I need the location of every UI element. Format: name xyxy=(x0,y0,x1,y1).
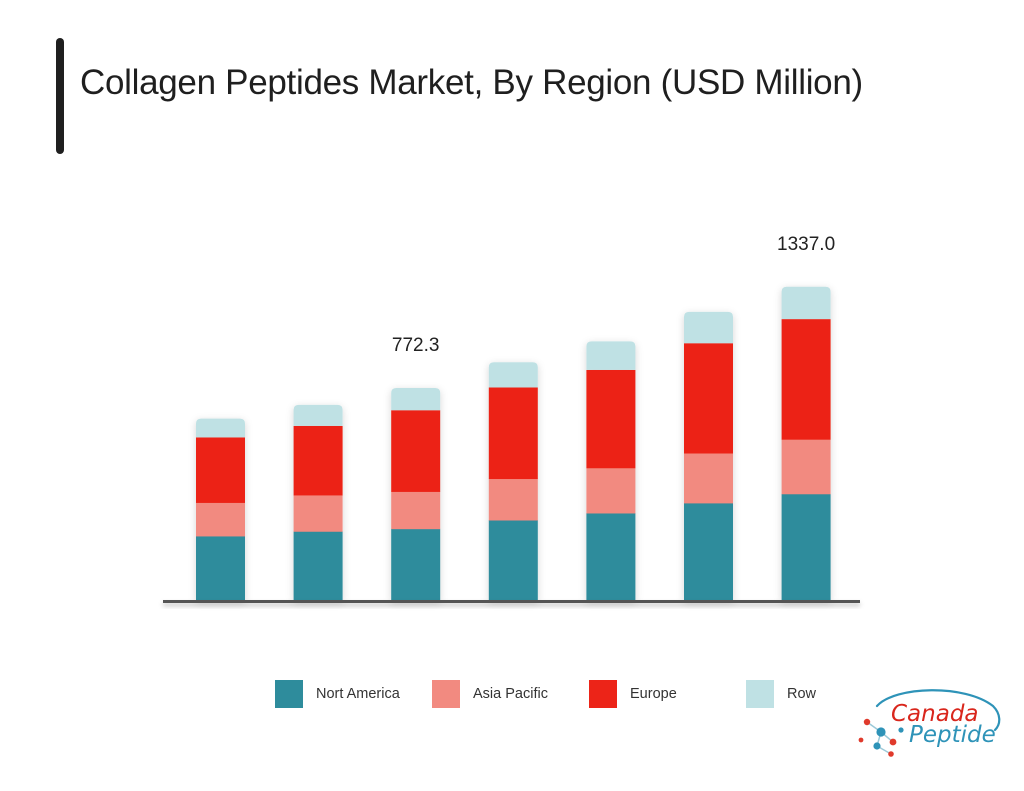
bar-row-5 xyxy=(586,341,636,370)
bar-row-3 xyxy=(391,387,441,411)
bar-nort-america-4 xyxy=(488,520,538,601)
bar-stack-3 xyxy=(391,387,441,601)
logo-arc xyxy=(875,689,1001,732)
bar-asia-pacific-3 xyxy=(391,491,441,530)
bar-europe-7 xyxy=(781,319,831,440)
bar-asia-pacific-5 xyxy=(586,467,636,514)
bar-nort-america-2 xyxy=(293,531,343,601)
bar-asia-pacific-6 xyxy=(684,453,733,504)
bar-asia-pacific-7 xyxy=(781,439,831,495)
molecule-icon xyxy=(858,718,904,757)
title-accent-bar xyxy=(56,38,64,154)
bar-stack-7 xyxy=(781,286,831,601)
bar-stack-2 xyxy=(293,404,343,601)
legend-swatch-asia-pacific xyxy=(432,680,460,708)
legend-label-asia-pacific: Asia Pacific xyxy=(473,686,548,702)
legend-swatch-row xyxy=(746,680,774,708)
legend-swatch-north-america xyxy=(275,680,303,708)
data-label-bar-7: 1337.0 xyxy=(777,234,835,255)
bar-europe-4 xyxy=(488,387,538,480)
bar-europe-3 xyxy=(391,410,441,492)
bar-stack-5 xyxy=(586,341,636,601)
bar-row-2 xyxy=(293,404,343,426)
bar-stack-4 xyxy=(488,362,538,601)
legend: Nort America Asia Pacific Europe Row xyxy=(275,680,903,708)
legend-item-asia-pacific: Asia Pacific xyxy=(432,680,589,708)
bar-stack-6 xyxy=(684,311,733,601)
bar-nort-america-7 xyxy=(781,493,831,601)
bar-europe-2 xyxy=(293,425,343,496)
bar-europe-5 xyxy=(586,369,636,469)
data-label-bar-3: 772.3 xyxy=(392,335,440,356)
legend-item-row: Row xyxy=(746,680,903,708)
bar-asia-pacific-1 xyxy=(196,502,245,537)
bar-nort-america-5 xyxy=(586,513,636,601)
bar-row-6 xyxy=(684,311,733,344)
logo-text-peptide: Peptide xyxy=(909,722,996,748)
bar-row-7 xyxy=(781,286,831,320)
legend-swatch-europe xyxy=(589,680,617,708)
bar-stack-1 xyxy=(196,418,245,601)
chart-title: Collagen Peptides Market, By Region (USD… xyxy=(80,63,863,102)
bar-nort-america-3 xyxy=(391,528,441,601)
legend-item-north-america: Nort America xyxy=(275,680,432,708)
bar-europe-1 xyxy=(196,437,245,503)
x-axis-line xyxy=(163,600,860,603)
bar-row-1 xyxy=(196,418,245,438)
bar-nort-america-6 xyxy=(684,503,733,601)
bar-asia-pacific-2 xyxy=(293,495,343,532)
logo-text-canada: Canada xyxy=(891,701,979,727)
legend-item-europe: Europe xyxy=(589,680,746,708)
canada-peptide-logo: Canada Peptide xyxy=(858,689,1001,757)
legend-label-europe: Europe xyxy=(630,686,677,702)
stacked-bar-chart: 772.3 1337.0 xyxy=(163,234,860,603)
bar-row-4 xyxy=(488,362,538,388)
bar-europe-6 xyxy=(684,343,733,454)
legend-label-row: Row xyxy=(787,686,817,702)
bar-nort-america-1 xyxy=(196,536,245,601)
bar-asia-pacific-4 xyxy=(488,478,538,521)
legend-label-north-america: Nort America xyxy=(316,686,400,702)
